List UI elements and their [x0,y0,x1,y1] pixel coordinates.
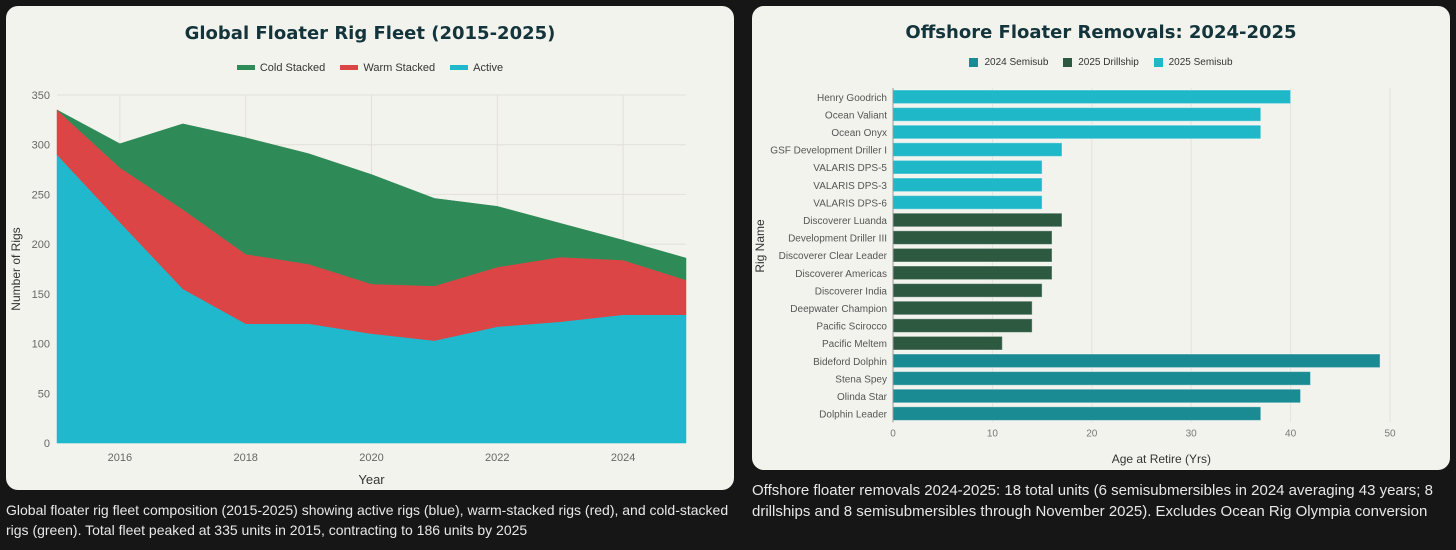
y-tick-label: Discoverer Clear Leader [779,251,888,262]
bar-dolphin-leader [892,406,1262,421]
area-chart: 0 50 100 150 200 250 300 350 2016 2018 2020 2022 202… [9,90,687,487]
bar-valaris-dps-3 [892,177,1043,193]
bar-gsf-development-driller-i [892,142,1063,157]
y-tick-label: 350 [32,90,50,102]
chart-legend: Cold Stacked Warm Stacked Active [6,61,734,74]
y-tick-label: Ocean Onyx [831,128,887,139]
y-tick-label: Deepwater Champion [790,304,887,315]
chart-legend: 2024 Semisub 2025 Drillship 2025 Semisub [752,57,1450,70]
x-tick-label: 2018 [233,452,257,464]
x-tick-label: 40 [1285,428,1297,439]
removals-chart-card: Offshore Floater Removals: 2024-2025 202… [752,6,1450,470]
y-tick-label: VALARIS DPS-5 [813,163,887,174]
y-tick-label: 100 [32,339,50,351]
x-tick-label: 30 [1186,428,1198,439]
bar-development-driller-iii [892,230,1053,245]
chart-title: Offshore Floater Removals: 2024-2025 [905,22,1297,43]
y-axis-label: Rig Name [753,219,767,273]
y-tick-label: Bideford Dolphin [813,357,887,368]
bar-pacific-meltem [892,335,1003,351]
y-tick-label: Stena Spey [835,374,887,385]
x-tick-label: 20 [1086,428,1098,439]
y-tick-label: Pacific Scirocco [816,322,887,333]
y-tick-label: Discoverer India [815,286,888,297]
fleet-chart-card: Global Floater Rig Fleet (2015-2025) Col… [6,6,734,490]
legend-cold-stacked[interactable]: Cold Stacked [236,62,325,74]
bar-chart: 0 10 20 30 40 50 Henry Goodrich Ocean Valiant Oc… [753,88,1396,466]
x-tick-label: 2024 [611,452,635,464]
chart-title: Global Floater Rig Fleet (2015-2025) [184,23,556,44]
x-tick-label: 2020 [359,452,383,464]
x-tick-label: 0 [890,428,896,439]
y-tick-label: VALARIS DPS-6 [813,198,887,209]
legend-2025-semisub[interactable]: 2025 Semisub [1153,57,1233,68]
y-tick-label: 250 [32,189,50,201]
caption-right: Offshore floater removals 2024-2025: 18 … [752,482,1433,520]
y-tick-label: 0 [44,438,50,450]
x-tick-label: 10 [987,428,999,439]
x-tick-label: 50 [1384,428,1396,439]
x-axis-label: Age at Retire (Yrs) [1112,452,1211,466]
y-tick-label: Discoverer Luanda [803,216,887,227]
y-tick-label: Henry Goodrich [817,93,887,104]
bar-bideford-dolphin [892,353,1381,369]
y-tick-label: Pacific Meltem [822,339,887,350]
y-tick-label: Dolphin Leader [819,410,887,421]
y-tick-label: Discoverer Americas [795,269,887,280]
bar-discoverer-india [892,283,1043,298]
y-tick-label: 200 [32,239,50,251]
x-tick-label: 2022 [485,452,509,464]
caption-left: Global floater rig fleet composition (20… [6,502,729,538]
bar-ocean-valiant [892,107,1262,122]
bar-pacific-scirocco [892,318,1033,333]
bar-valaris-dps-5 [892,159,1043,175]
x-axis-label: Year [358,472,385,487]
legend-2025-drillship[interactable]: 2025 Drillship [1063,57,1139,68]
y-axis-label: Number of Rigs [9,227,23,310]
bar-ocean-onyx [892,124,1262,140]
bar-discoverer-luanda [892,212,1063,228]
legend-active[interactable]: Active [450,62,503,74]
y-tick-label: Olinda Star [837,392,888,403]
y-tick-label: GSF Development Driller I [770,146,887,157]
bar-discoverer-americas [892,265,1053,281]
bar-henry-goodrich [892,89,1292,105]
bar-deepwater-champion [892,300,1033,316]
bar-olinda-star [892,388,1302,404]
y-tick-label: 50 [38,388,50,400]
y-tick-label: 150 [32,289,50,301]
legend-warm-stacked[interactable]: Warm Stacked [340,62,435,74]
y-tick-label: Development Driller III [788,234,887,245]
y-tick-label: VALARIS DPS-3 [813,181,887,192]
x-tick-label: 2016 [108,452,132,464]
y-tick-label: Ocean Valiant [825,110,887,121]
y-tick-label: 300 [32,140,50,152]
legend-2024-semisub[interactable]: 2024 Semisub [969,57,1048,68]
bar-stena-spey [892,371,1311,386]
bar-discoverer-clear-leader [892,247,1053,263]
bar-valaris-dps-6 [892,195,1043,210]
area-cold-stacked [56,109,687,287]
